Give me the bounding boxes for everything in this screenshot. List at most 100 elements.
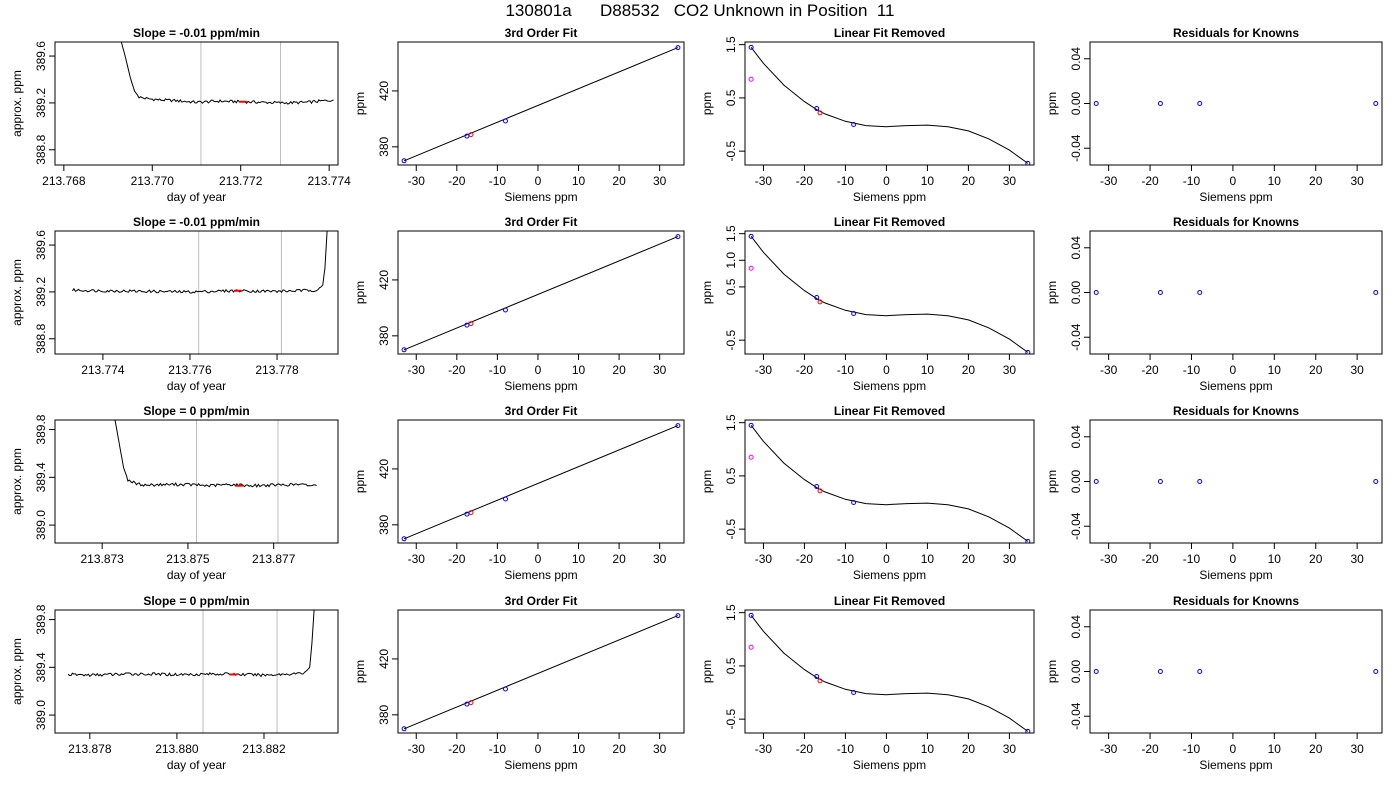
- y-axis-label: approx. ppm: [10, 638, 24, 705]
- x-tick-label: 213.873: [80, 552, 124, 566]
- x-tick-label: -10: [1183, 742, 1201, 756]
- y-tick-label: 380: [377, 704, 391, 724]
- known-point: [814, 295, 820, 301]
- known-point: [748, 612, 754, 618]
- known-point: [814, 674, 820, 680]
- plot-frame: [1089, 230, 1383, 355]
- y-axis-label: ppm: [1045, 470, 1059, 493]
- x-tick-label: 10: [1268, 174, 1282, 188]
- panel-title: Linear Fit Removed: [834, 594, 945, 608]
- known-point: [1157, 101, 1163, 106]
- x-tick-label: 213.768: [42, 174, 86, 188]
- x-tick-label: 0: [535, 552, 542, 566]
- x-tick-label: -10: [489, 552, 507, 566]
- y-tick-label: 420: [377, 649, 391, 669]
- known-point: [1197, 479, 1203, 484]
- x-tick-label: 30: [1350, 174, 1364, 188]
- x-tick-label: -20: [1141, 363, 1159, 377]
- y-axis-label: ppm: [353, 92, 367, 115]
- panel-title: Residuals for Knowns: [1173, 215, 1299, 229]
- x-axis-label: Siemens ppm: [504, 190, 577, 204]
- x-tick-label: 30: [1350, 552, 1364, 566]
- known-point: [401, 726, 407, 732]
- known-point: [675, 613, 681, 619]
- known-point: [1025, 728, 1031, 733]
- y-tick-label: 389.0: [34, 700, 48, 730]
- x-tick-label: -10: [837, 552, 855, 566]
- known-point: [503, 118, 509, 124]
- x-tick-label: 20: [962, 174, 976, 188]
- plot-area: [72, 231, 328, 354]
- x-tick-label: 20: [612, 742, 626, 756]
- plot-area: [401, 423, 681, 542]
- known-point: [401, 158, 407, 164]
- y-tick-label: 389.4: [34, 462, 48, 492]
- figure-title: 130801a D88532 CO2 Unknown in Position 1…: [505, 1, 895, 20]
- x-tick-label: -30: [1100, 742, 1118, 756]
- x-tick-label: 213.772: [219, 174, 263, 188]
- unknown-point: [817, 678, 823, 684]
- x-tick-label: 213.774: [307, 174, 351, 188]
- x-tick-label: -30: [755, 174, 773, 188]
- panel-r1-c4: Residuals for Knowns -30 -20 -10 0 10 20 30 -0.0…: [1045, 26, 1383, 204]
- x-tick-label: 30: [1003, 742, 1017, 756]
- x-tick-label: -10: [489, 363, 507, 377]
- y-tick-label: 0.04: [1069, 425, 1083, 449]
- known-point: [503, 307, 509, 313]
- panel-r4-c4: Residuals for Knowns -30 -20 -10 0 10 20 30 -0.0…: [1045, 594, 1383, 772]
- plot-frame: [1089, 419, 1383, 544]
- y-tick-label: 388.8: [34, 323, 48, 353]
- x-tick-label: 20: [612, 174, 626, 188]
- unknown-point: [817, 488, 823, 494]
- plot-frame: [744, 609, 1035, 734]
- panel-r2-c1: Slope = -0.01 ppm/min 213.774 213.776 213.7…: [10, 215, 339, 393]
- fit-line: [403, 236, 679, 351]
- plot-frame: [744, 419, 1035, 544]
- known-point: [748, 44, 754, 50]
- y-axis-label: ppm: [353, 281, 367, 304]
- known-point: [1025, 160, 1031, 165]
- residual-curve: [750, 614, 1029, 732]
- known-point: [1093, 101, 1099, 106]
- x-tick-label: 20: [612, 552, 626, 566]
- x-tick-label: 213.875: [166, 552, 210, 566]
- y-tick-label: 420: [377, 270, 391, 290]
- y-tick-label: 1.5: [724, 225, 738, 242]
- x-tick-label: 213.882: [242, 742, 286, 756]
- x-tick-label: -30: [1100, 363, 1118, 377]
- known-point: [1157, 669, 1163, 674]
- known-point: [748, 422, 754, 428]
- panel-r1-c3: Linear Fit Removed -30 -20 -10 0 10 20 30 -0.5 0.…: [700, 26, 1035, 204]
- x-tick-label: -20: [796, 174, 814, 188]
- known-point: [1197, 669, 1203, 674]
- y-tick-label: 0.5: [724, 467, 738, 484]
- x-tick-label: -10: [837, 174, 855, 188]
- x-tick-label: 10: [572, 174, 586, 188]
- x-tick-label: -20: [796, 363, 814, 377]
- analyzer-trace: [67, 610, 315, 678]
- x-tick-label: 0: [1230, 363, 1237, 377]
- known-point: [1197, 101, 1203, 106]
- x-tick-label: 10: [921, 174, 935, 188]
- panel-title: Residuals for Knowns: [1173, 594, 1299, 608]
- panel-r3-c2: 3rd Order Fit -30 -20 -10 0 10 20 30 380 420 Sieme…: [353, 404, 685, 582]
- known-point: [464, 322, 470, 328]
- x-tick-label: -20: [796, 552, 814, 566]
- x-tick-label: -30: [755, 552, 773, 566]
- panel-r2-c2: 3rd Order Fit -30 -20 -10 0 10 20 30 380 420 Sieme…: [353, 215, 685, 393]
- y-tick-label: 0.5: [724, 89, 738, 106]
- y-tick-label: 389.2: [34, 88, 48, 118]
- x-tick-label: -20: [448, 742, 466, 756]
- known-point: [1157, 479, 1163, 484]
- y-tick-label: 0.04: [1069, 236, 1083, 260]
- plot-frame: [54, 230, 339, 355]
- panel-title: Residuals for Knowns: [1173, 404, 1299, 418]
- panel-r3-c3: Linear Fit Removed -30 -20 -10 0 10 20 30 -0.5 0.…: [700, 404, 1035, 582]
- x-tick-label: 10: [1268, 742, 1282, 756]
- excluded-point: [748, 454, 754, 460]
- known-point: [1025, 349, 1031, 354]
- y-tick-label: 389.4: [34, 652, 48, 682]
- panel-title: Residuals for Knowns: [1173, 26, 1299, 40]
- known-point: [814, 484, 820, 490]
